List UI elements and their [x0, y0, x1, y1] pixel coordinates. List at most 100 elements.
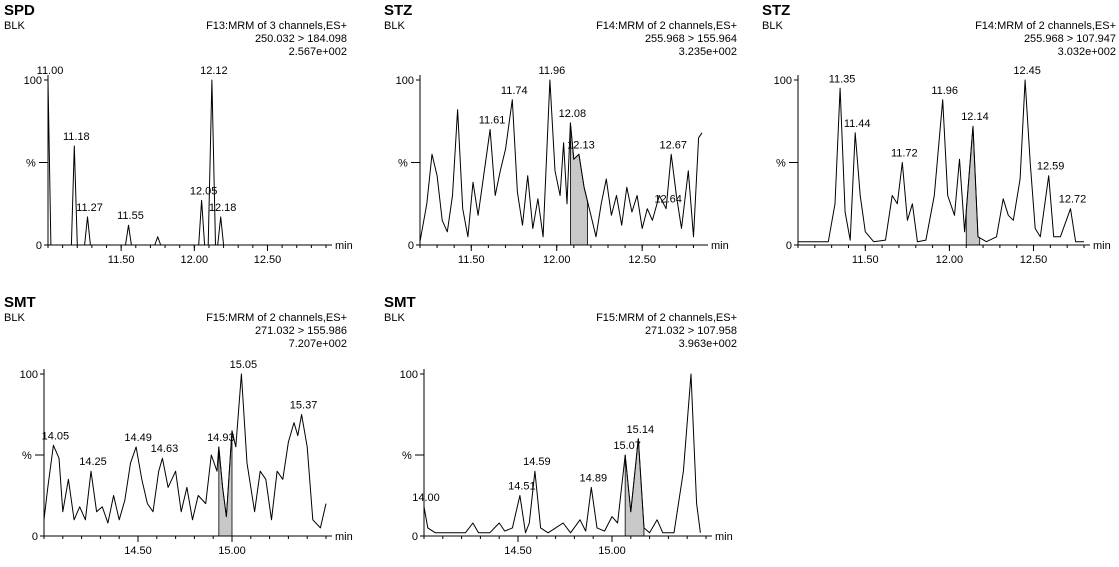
peak-label: 12.08 [559, 108, 587, 120]
panel-subtitle: BLK [384, 312, 405, 324]
panel-title: SPD [4, 2, 35, 19]
peak-label: 11.18 [63, 131, 90, 143]
peak-label: 14.89 [580, 472, 608, 484]
panel-title: STZ [762, 2, 791, 19]
peak-label: 15.07 [613, 440, 641, 452]
x-tick-label: 12.50 [1020, 254, 1048, 266]
y-axis-label: % [26, 158, 36, 170]
panel-subtitle: BLK [4, 20, 25, 32]
peak-label: 12.14 [961, 111, 989, 123]
x-tick-label: 12.00 [936, 254, 964, 266]
y-tick-label: 100 [400, 369, 418, 381]
peak-label: 12.67 [659, 139, 687, 151]
header-intensity: 7.207e+002 [288, 338, 347, 350]
header-function: F14:MRM of 2 channels,ES+ [596, 20, 737, 32]
header-transition: 255.968 > 155.964 [644, 33, 737, 45]
peak-label: 11.00 [37, 65, 64, 77]
peak-label: 15.37 [290, 400, 318, 412]
peak-label: 14.93 [207, 432, 235, 444]
peak-label: 11.96 [539, 65, 566, 77]
header-intensity: 3.235e+002 [678, 46, 737, 58]
y-axis-label: % [398, 158, 408, 170]
header-function: F15:MRM of 2 channels,ES+ [596, 312, 737, 324]
x-tick-label: 14.50 [504, 545, 532, 557]
integrated-peak-area [218, 430, 233, 537]
panel-subtitle: BLK [762, 20, 783, 32]
panel-title: STZ [384, 2, 413, 19]
x-tick-label: 12.00 [181, 254, 209, 266]
y-tick-label: 100 [24, 75, 42, 87]
x-axis-label: min [1093, 240, 1111, 252]
x-tick-label: 12.00 [543, 254, 571, 266]
header-transition: 271.032 > 155.986 [254, 325, 347, 337]
peak-label: 11.44 [844, 118, 871, 130]
chromatogram-plot: 0 100% 11.50 12.00 12.50 min 11.00 11.18 11.27 11… [24, 65, 353, 266]
chromatogram-trace [43, 373, 327, 529]
x-axis-label: min [335, 531, 353, 543]
chromatogram-panel-smt-155: SMT BLK F15:MRM of 2 channels,ES+ 271.03… [4, 294, 353, 566]
y-axis-label: % [402, 450, 412, 462]
y-axis-label: % [22, 450, 32, 462]
peak-label: 12.18 [209, 202, 237, 214]
y-tick-label: 0 [786, 240, 792, 252]
header-intensity: 3.963e+002 [678, 338, 737, 350]
chromatogram-panel-stz-107: STZ BLK F14:MRM of 2 channels,ES+ 255.96… [762, 2, 1116, 272]
x-tick-label: 12.50 [254, 254, 282, 266]
header-transition: 271.032 > 107.958 [644, 325, 737, 337]
header-function: F15:MRM of 2 channels,ES+ [206, 312, 347, 324]
peak-label: 11.96 [931, 85, 958, 97]
header-intensity: 2.567e+002 [288, 46, 347, 58]
chromatogram-trace [419, 79, 703, 242]
panel-title: SMT [384, 294, 416, 311]
peak-label: 12.13 [567, 139, 595, 151]
header-transition: 250.032 > 184.098 [254, 33, 347, 45]
panel-subtitle: BLK [384, 20, 405, 32]
chromatogram-trace [47, 79, 326, 246]
x-tick-label: 15.00 [598, 545, 626, 557]
chromatogram-panel-spd: SPD BLK F13:MRM of 3 channels,ES+ 250.03… [4, 2, 353, 272]
peak-label: 14.25 [79, 456, 107, 468]
y-tick-label: 0 [32, 531, 38, 543]
header-function: F13:MRM of 3 channels,ES+ [206, 20, 347, 32]
chromatogram-plot: 0 100% 11.50 12.00 12.50 min 11.35 11.44 11.72 11… [774, 65, 1111, 266]
panel-header: F15:MRM of 2 channels,ES+ 271.032 > 155.… [206, 312, 347, 351]
x-axis-label: min [715, 531, 733, 543]
peak-label: 11.74 [501, 85, 528, 97]
peak-label: 14.63 [151, 443, 179, 455]
peak-label: 11.72 [891, 148, 918, 160]
panel-header: F14:MRM of 2 channels,ES+ 255.968 > 107.… [975, 20, 1116, 59]
peak-label: 14.51 [508, 481, 536, 493]
chromatogram-trace [798, 79, 1084, 243]
peak-label: 15.05 [230, 359, 258, 371]
chromatogram-plot: 0 100% 14.50 15.00 min 14.00 14.51 14.59 14.89 15… [400, 369, 733, 557]
chromatogram-panel-smt-107: SMT BLK F15:MRM of 2 channels,ES+ 271.03… [384, 294, 739, 566]
x-tick-label: 11.50 [108, 254, 135, 266]
peak-label: 11.55 [117, 210, 144, 222]
peak-label: 14.49 [124, 432, 152, 444]
peak-label: 14.05 [42, 430, 70, 442]
x-tick-label: 11.50 [458, 254, 485, 266]
x-axis-label: min [711, 240, 729, 252]
peak-label: 15.14 [627, 424, 655, 436]
x-tick-label: 15.00 [218, 545, 246, 557]
header-transition: 255.968 > 107.947 [1023, 33, 1116, 45]
y-tick-label: 100 [20, 369, 38, 381]
peak-label: 12.64 [654, 194, 682, 206]
y-tick-label: 0 [412, 531, 418, 543]
panel-subtitle: BLK [4, 312, 25, 324]
peak-label: 14.00 [412, 492, 440, 504]
peak-label: 11.27 [76, 202, 103, 214]
x-tick-label: 14.50 [124, 545, 152, 557]
y-tick-label: 0 [36, 240, 42, 252]
panel-header: F14:MRM of 2 channels,ES+ 255.968 > 155.… [596, 20, 737, 59]
panel-title: SMT [4, 294, 36, 311]
peak-label: 12.12 [200, 65, 228, 77]
x-tick-label: 11.50 [852, 254, 879, 266]
header-intensity: 3.032e+002 [1057, 46, 1116, 58]
peak-label: 14.59 [523, 456, 551, 468]
peak-label: 12.59 [1037, 161, 1065, 173]
y-tick-label: 100 [774, 75, 792, 87]
y-tick-label: 0 [408, 240, 414, 252]
x-tick-label: 12.50 [628, 254, 656, 266]
